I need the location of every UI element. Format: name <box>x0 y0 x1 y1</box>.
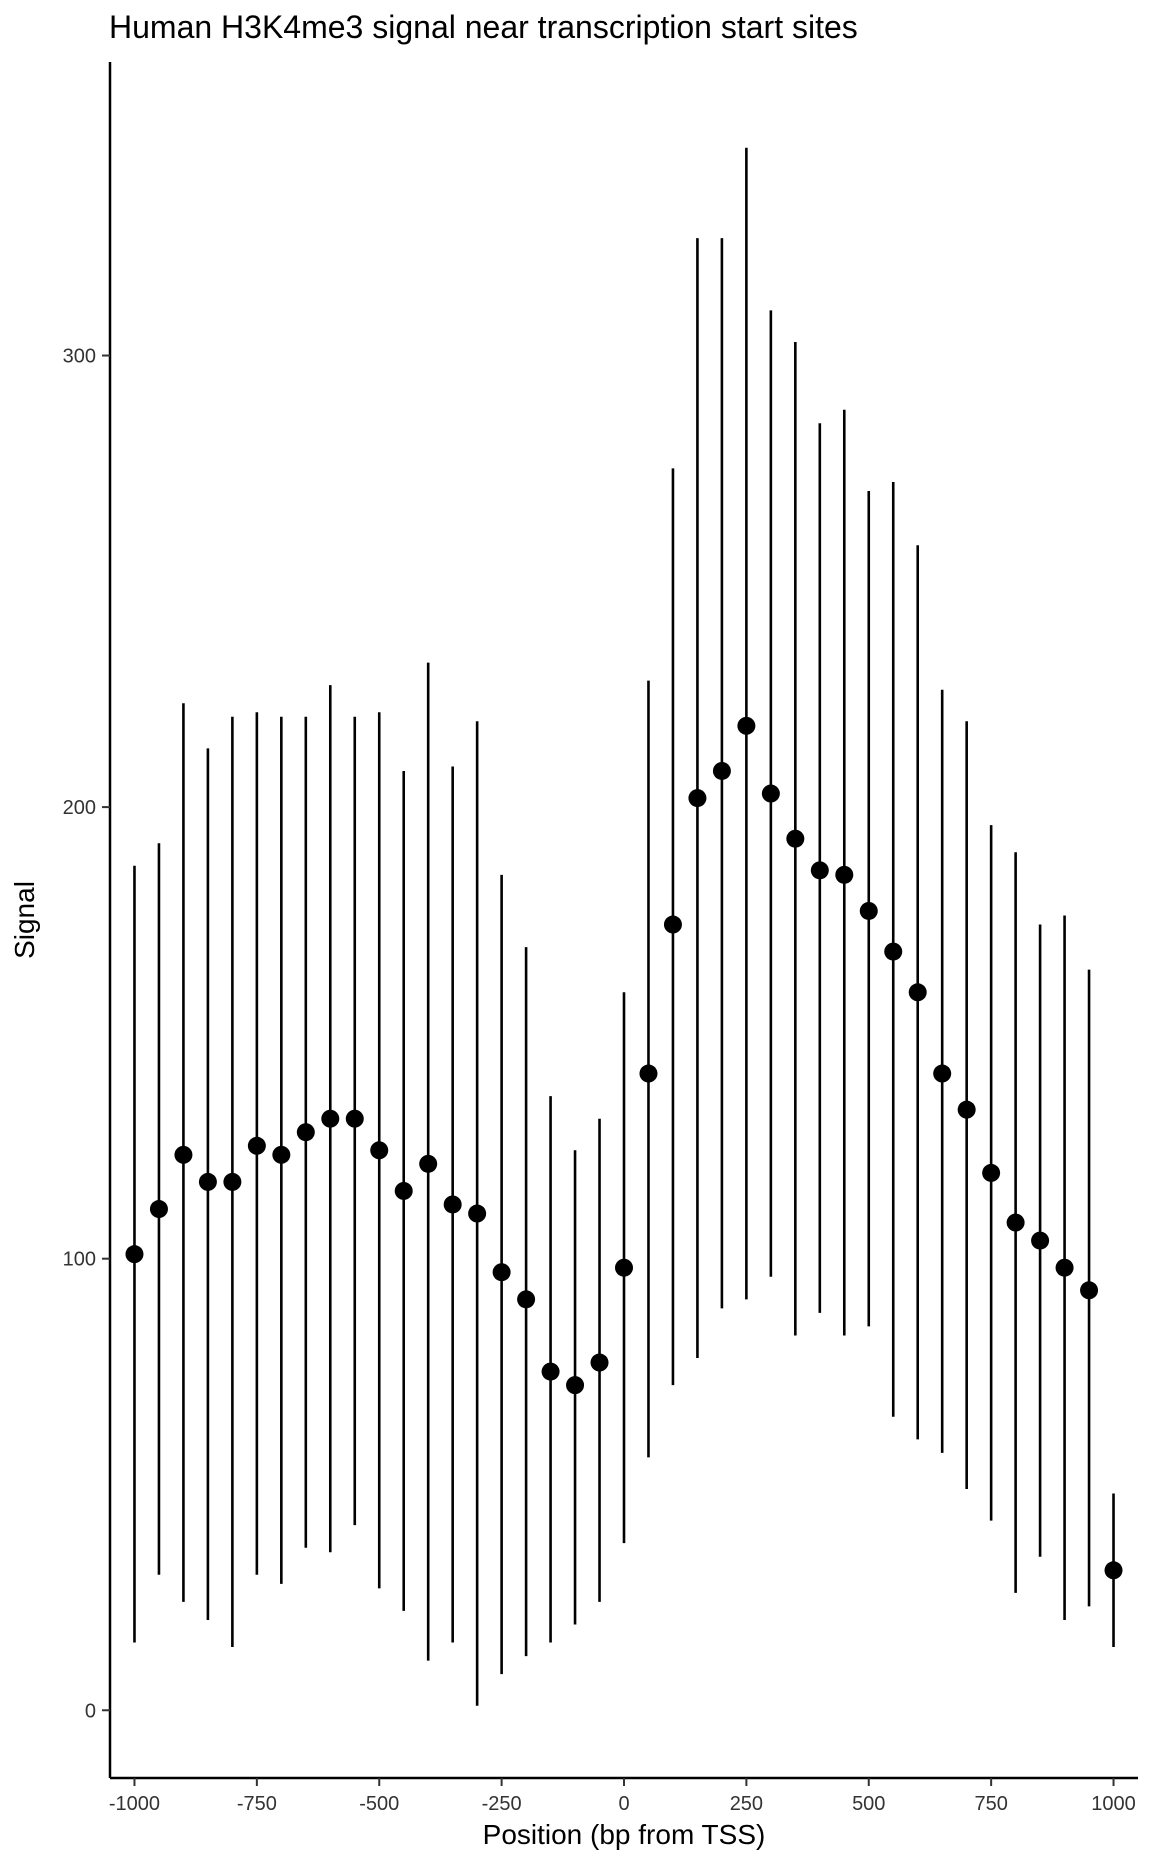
y-tick-label: 300 <box>63 346 96 368</box>
data-point <box>149 1200 168 1219</box>
data-point <box>443 1195 462 1214</box>
data-point <box>908 983 927 1002</box>
data-point <box>957 1100 976 1119</box>
x-tick-label: 1000 <box>1091 1793 1136 1815</box>
data-point <box>712 761 731 780</box>
data-point <box>639 1064 658 1083</box>
data-point <box>859 901 878 920</box>
data-point <box>419 1154 438 1173</box>
y-tick-label: 200 <box>63 797 96 819</box>
data-point <box>247 1136 266 1155</box>
data-point <box>541 1362 560 1381</box>
x-axis: -1000 -750 -500 -250 0 250 500 750 1000 <box>109 1776 1138 1815</box>
data-point <box>1055 1258 1074 1277</box>
x-tick-label: -750 <box>237 1793 277 1815</box>
data-point <box>296 1123 315 1142</box>
data-point <box>786 829 805 848</box>
x-axis-title: Position (bp from TSS) <box>483 1819 766 1850</box>
x-tick-label: 0 <box>618 1793 629 1815</box>
x-tick-label: 250 <box>730 1793 763 1815</box>
data-point <box>272 1145 291 1164</box>
x-tick-label: -250 <box>482 1793 522 1815</box>
y-tick-label: 0 <box>85 1700 96 1722</box>
data-point <box>517 1290 536 1309</box>
data-point <box>615 1258 633 1277</box>
data-point <box>1006 1213 1025 1232</box>
data-point <box>1104 1561 1123 1580</box>
data-point <box>1080 1281 1099 1300</box>
data-point <box>884 942 903 961</box>
data-point <box>198 1172 217 1191</box>
data-point <box>566 1376 585 1395</box>
data-point <box>1031 1231 1050 1250</box>
data-point <box>468 1204 487 1223</box>
data-point <box>982 1163 1001 1182</box>
chart-title: Human H3K4me3 signal near transcription … <box>109 9 858 45</box>
data-point <box>394 1181 413 1200</box>
x-tick-label: 750 <box>974 1793 1007 1815</box>
y-axis-title: Signal <box>9 881 40 959</box>
data-point <box>810 861 829 880</box>
x-tick-label: -1000 <box>109 1793 160 1815</box>
y-axis: 0 100 200 300 <box>63 62 112 1778</box>
x-tick-label: -500 <box>359 1793 399 1815</box>
y-tick-label: 100 <box>63 1249 96 1271</box>
data-point <box>492 1263 511 1282</box>
data-point <box>761 784 780 803</box>
x-tick-label: 500 <box>852 1793 885 1815</box>
data-point <box>370 1141 389 1160</box>
data-point <box>737 716 756 735</box>
data-point <box>223 1172 242 1191</box>
data-point <box>125 1245 144 1264</box>
data-point <box>590 1353 609 1372</box>
data-point <box>835 865 854 884</box>
data-point <box>663 915 682 934</box>
data-point <box>321 1109 340 1128</box>
plot-area <box>125 147 1123 1706</box>
data-point <box>688 789 707 808</box>
data-point <box>933 1064 952 1083</box>
data-point <box>174 1145 193 1164</box>
data-point <box>345 1109 364 1128</box>
